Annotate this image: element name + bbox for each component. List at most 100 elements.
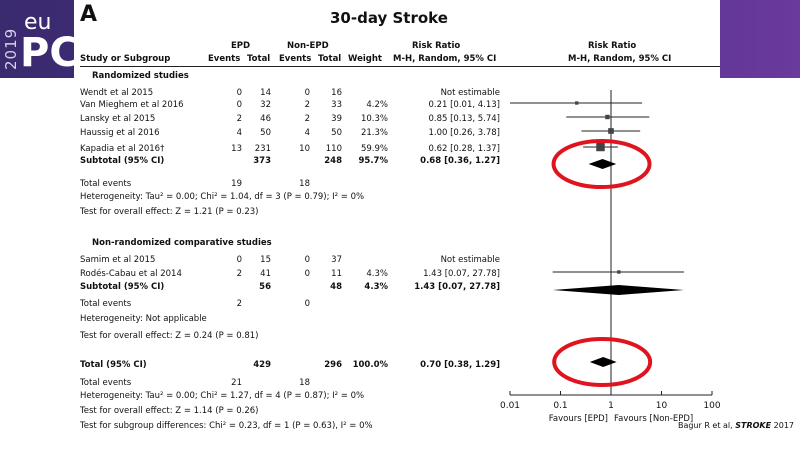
forest-plot-marks: 0.01 0.1 1 10 100 Favours [EPD] Favours [Non-E… xyxy=(500,90,720,424)
risk-ratio-ci: 0.85 [0.13, 5.74] xyxy=(428,114,500,124)
heterogeneity-text: Heterogeneity: Tau² = 0.00; Chi² = 1.04,… xyxy=(80,192,365,202)
epd-events: 0 xyxy=(236,100,242,110)
study-name: Wendt et al 2015 xyxy=(80,88,154,98)
highlight-ellipse xyxy=(552,337,653,387)
epd-events: 0 xyxy=(236,255,242,265)
nonepd-total: 248 xyxy=(324,156,342,166)
risk-ratio-ci: 0.68 [0.36, 1.27] xyxy=(420,156,500,166)
study-name: Kapadia et al 2016† xyxy=(80,144,165,154)
overall-effect-text: Test for overall effect: Z = 1.21 (P = 0… xyxy=(80,207,259,217)
risk-ratio-ci: 1.43 [0.07, 27.78] xyxy=(414,282,500,292)
weight-value: 100.0% xyxy=(352,360,388,370)
nonepd-total: 33 xyxy=(331,100,342,110)
section-nonrandomized: Non-randomized comparative studies xyxy=(92,238,272,248)
header-rule xyxy=(80,66,720,67)
epd-events: 0 xyxy=(236,88,242,98)
header-rr-method: M-H, Random, 95% CI xyxy=(393,54,497,64)
nonepd-total-events: 18 xyxy=(299,179,310,189)
nonepd-total-events: 18 xyxy=(299,378,310,388)
nonepd-total: 110 xyxy=(325,144,342,154)
citation-prefix: Bagur R et al, xyxy=(677,421,736,430)
banner-eu-text: eu xyxy=(24,10,52,35)
weight-value: 21.3% xyxy=(360,128,388,138)
epd-total: 46 xyxy=(260,114,271,124)
nonepd-total: 16 xyxy=(331,88,342,98)
epd-total: 373 xyxy=(253,156,271,166)
favours-left-label: Favours [EPD] xyxy=(549,414,608,424)
weight-value: 59.9% xyxy=(360,144,388,154)
total-events-label: Total events xyxy=(80,378,132,388)
highlight-ellipse xyxy=(551,139,652,189)
nonepd-total-events: 0 xyxy=(304,299,310,309)
epd-events: 2 xyxy=(236,269,242,279)
banner-brand-letters: PC xyxy=(20,30,79,76)
epd-total: 41 xyxy=(260,269,271,279)
study-name: Lansky et al 2015 xyxy=(80,114,156,124)
subtotal-label: Subtotal (95% CI) xyxy=(80,282,165,292)
citation-year: 2017 xyxy=(771,421,794,430)
nonepd-total: 296 xyxy=(324,360,342,370)
subgroup-difference-text: Test for subgroup differences: Chi² = 0.… xyxy=(80,421,373,431)
epd-total: 32 xyxy=(260,100,271,110)
epd-total: 14 xyxy=(260,88,271,98)
overall-effect-text: Test for overall effect: Z = 0.24 (P = 0… xyxy=(80,331,259,341)
plot-header-rr: Risk Ratio xyxy=(588,41,637,51)
study-name: Rodés-Cabau et al 2014 xyxy=(80,269,182,279)
epd-total: 231 xyxy=(254,144,271,154)
weight-value: 4.3% xyxy=(366,269,388,279)
header-nonepd-events: Events xyxy=(279,54,312,64)
header-nonepd-total: Total xyxy=(318,54,342,64)
epd-total-events: 21 xyxy=(231,378,242,388)
banner-year: 2019 xyxy=(2,27,20,70)
header-nonepd: Non-EPD xyxy=(287,41,329,51)
nonepd-events: 0 xyxy=(304,269,310,279)
header-epd-events: Events xyxy=(208,54,241,64)
nonepd-total: 48 xyxy=(330,282,342,292)
x-tick-label: 0.1 xyxy=(553,401,567,411)
summary-diamond xyxy=(552,285,684,295)
epd-total-events: 2 xyxy=(236,299,242,309)
epd-events: 2 xyxy=(236,114,242,124)
x-tick-label: 100 xyxy=(703,401,720,411)
plot-header-method: M-H, Random, 95% CI xyxy=(568,54,672,64)
section-randomized: Randomized studies xyxy=(92,71,189,81)
epd-total-events: 19 xyxy=(231,179,242,189)
nonepd-events: 0 xyxy=(304,255,310,265)
x-tick-label: 0.01 xyxy=(500,401,520,411)
header-epd-total: Total xyxy=(247,54,271,64)
overall-effect-text: Test for overall effect: Z = 1.14 (P = 0… xyxy=(80,406,259,416)
total-events-label: Total events xyxy=(80,179,132,189)
study-name: Van Mieghem et al 2016 xyxy=(80,100,184,110)
forest-plot: 0.01 0.1 1 10 100 Favours [EPD] Favours [Non-E… xyxy=(500,90,720,424)
weight-value: 10.3% xyxy=(360,114,388,124)
study-point xyxy=(605,114,610,120)
nonepd-total: 11 xyxy=(331,269,342,279)
total-events-label: Total events xyxy=(80,299,132,309)
nonepd-total: 37 xyxy=(331,255,342,265)
x-tick-label: 10 xyxy=(656,401,668,411)
risk-ratio-ci: 0.70 [0.38, 1.29] xyxy=(420,360,500,370)
study-name: Samim et al 2015 xyxy=(80,255,156,265)
nonepd-events: 10 xyxy=(299,144,310,154)
nonepd-events: 0 xyxy=(304,88,310,98)
epd-total: 50 xyxy=(260,128,271,138)
subtotal-label: Subtotal (95% CI) xyxy=(80,156,165,166)
risk-ratio-ci: 0.62 [0.28, 1.37] xyxy=(428,144,500,154)
study-point xyxy=(608,128,614,134)
total-label: Total (95% CI) xyxy=(80,360,147,370)
citation: Bagur R et al, STROKE 2017 xyxy=(678,421,794,430)
x-tick-label: 1 xyxy=(608,401,614,411)
heterogeneity-text: Heterogeneity: Not applicable xyxy=(80,314,207,324)
epd-total: 56 xyxy=(259,282,271,292)
weight-value: 95.7% xyxy=(358,156,389,166)
risk-ratio-ci: 1.43 [0.07, 27.78] xyxy=(423,269,500,279)
heterogeneity-text: Heterogeneity: Tau² = 0.00; Chi² = 1.27,… xyxy=(80,391,365,401)
header-study: Study or Subgroup xyxy=(80,54,171,64)
nonepd-events: 2 xyxy=(304,100,310,110)
weight-value: 4.2% xyxy=(366,100,388,110)
panel-letter: A xyxy=(80,2,98,27)
nonepd-events: 4 xyxy=(304,128,310,138)
figure-title: 30-day Stroke xyxy=(330,9,448,27)
risk-ratio-ci: 0.21 [0.01, 4.13] xyxy=(428,100,500,110)
epd-events: 4 xyxy=(236,128,242,138)
